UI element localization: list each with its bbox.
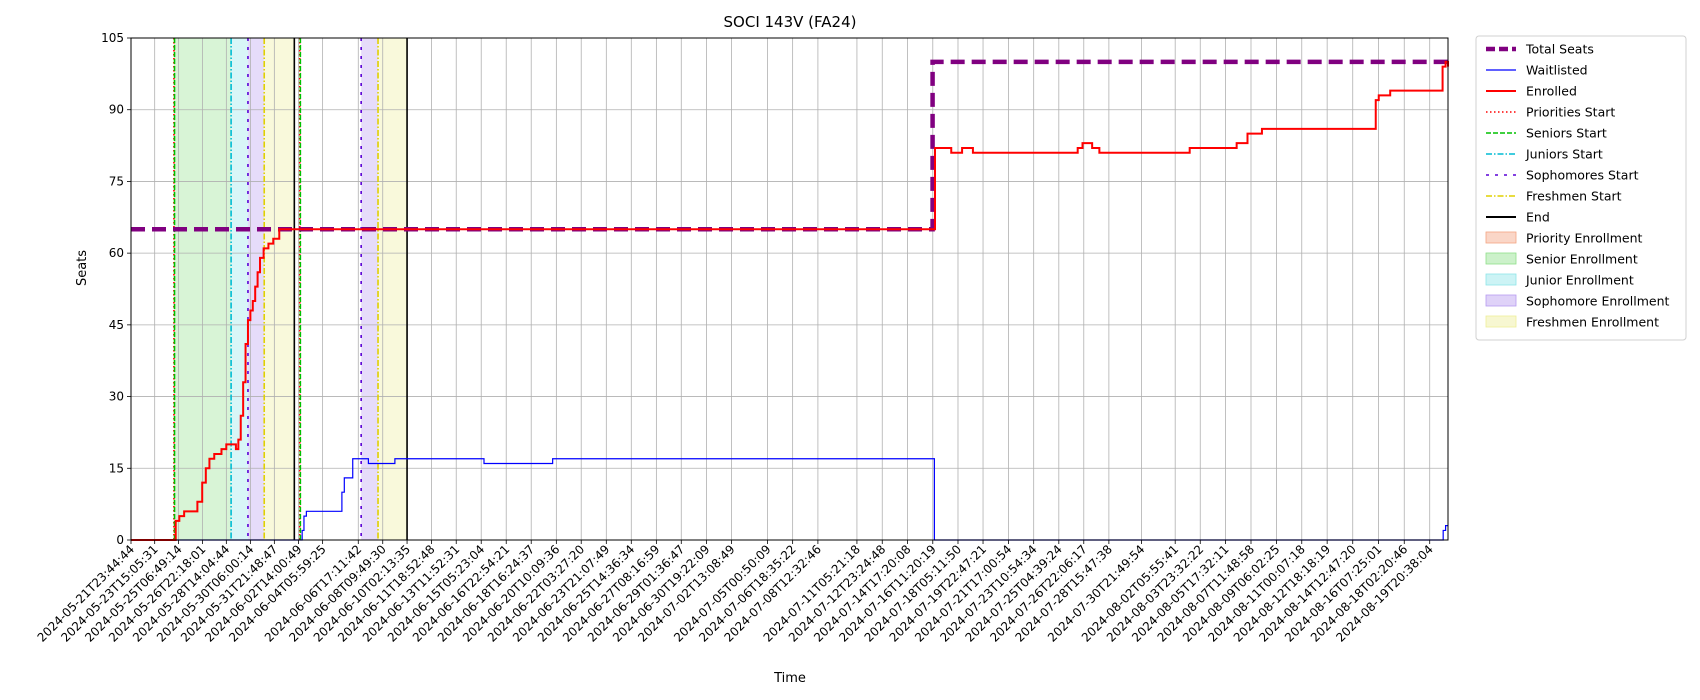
span-junior-enrollment bbox=[231, 38, 248, 540]
legend-label: Junior Enrollment bbox=[1525, 273, 1634, 288]
legend: Total Seats Waitlisted Enrolled Priorities … bbox=[1475, 35, 1687, 341]
legend-swatch bbox=[1485, 315, 1517, 328]
y-axis-label: Seats bbox=[75, 250, 90, 286]
legend-label: End bbox=[1526, 210, 1550, 225]
legend-label: Sophomores Start bbox=[1526, 168, 1639, 183]
legend-label: Priority Enrollment bbox=[1526, 231, 1643, 246]
legend-label: Waitlisted bbox=[1526, 63, 1588, 78]
legend-label: Freshmen Enrollment bbox=[1526, 315, 1659, 330]
y-tick-label: 90 bbox=[109, 103, 124, 117]
legend-swatch bbox=[1485, 294, 1517, 307]
y-tick-label: 0 bbox=[116, 533, 124, 547]
x-axis-label: Time bbox=[773, 671, 806, 686]
legend-label: Total Seats bbox=[1525, 42, 1594, 57]
legend-label: Enrolled bbox=[1526, 84, 1577, 99]
legend-label: Juniors Start bbox=[1525, 147, 1603, 162]
y-tick-label: 105 bbox=[101, 31, 124, 45]
y-tick-label: 45 bbox=[109, 318, 124, 332]
series-enrolled bbox=[131, 60, 1449, 541]
series-waitlisted bbox=[131, 458, 1448, 541]
legend-label: Sophomore Enrollment bbox=[1526, 294, 1670, 309]
legend-label: Seniors Start bbox=[1526, 126, 1607, 141]
vline-layer bbox=[173, 38, 408, 540]
legend-box bbox=[1475, 35, 1687, 341]
span-priority-enrollment bbox=[299, 38, 301, 540]
y-tick-label: 15 bbox=[109, 461, 124, 475]
grid-layer bbox=[130, 37, 1448, 541]
span-freshmen-enrollment bbox=[264, 38, 295, 540]
y-tick-label: 30 bbox=[109, 390, 124, 404]
legend-label: Senior Enrollment bbox=[1526, 252, 1638, 267]
series-total-seats bbox=[131, 59, 1448, 232]
span-priority-enrollment bbox=[173, 38, 175, 540]
y-tick-label: 60 bbox=[109, 246, 124, 260]
x-axis: 2024-05-21T23:44:442024-05-23T15:05:3120… bbox=[35, 540, 1436, 645]
span-sophomore-enrollment bbox=[361, 38, 379, 540]
legend-swatch bbox=[1485, 231, 1517, 244]
y-tick-label: 75 bbox=[109, 174, 124, 188]
span-senior-enrollment bbox=[174, 38, 232, 540]
legend-label: Priorities Start bbox=[1526, 105, 1615, 120]
y-axis: 0 15 30 45 60 75 90 105 bbox=[101, 31, 131, 547]
legend-swatch bbox=[1485, 252, 1517, 265]
chart-title: SOCI 143V (FA24) bbox=[724, 13, 857, 31]
legend-swatch bbox=[1485, 273, 1517, 286]
legend-label: Freshmen Start bbox=[1526, 189, 1622, 204]
plot-frame bbox=[130, 37, 1449, 541]
